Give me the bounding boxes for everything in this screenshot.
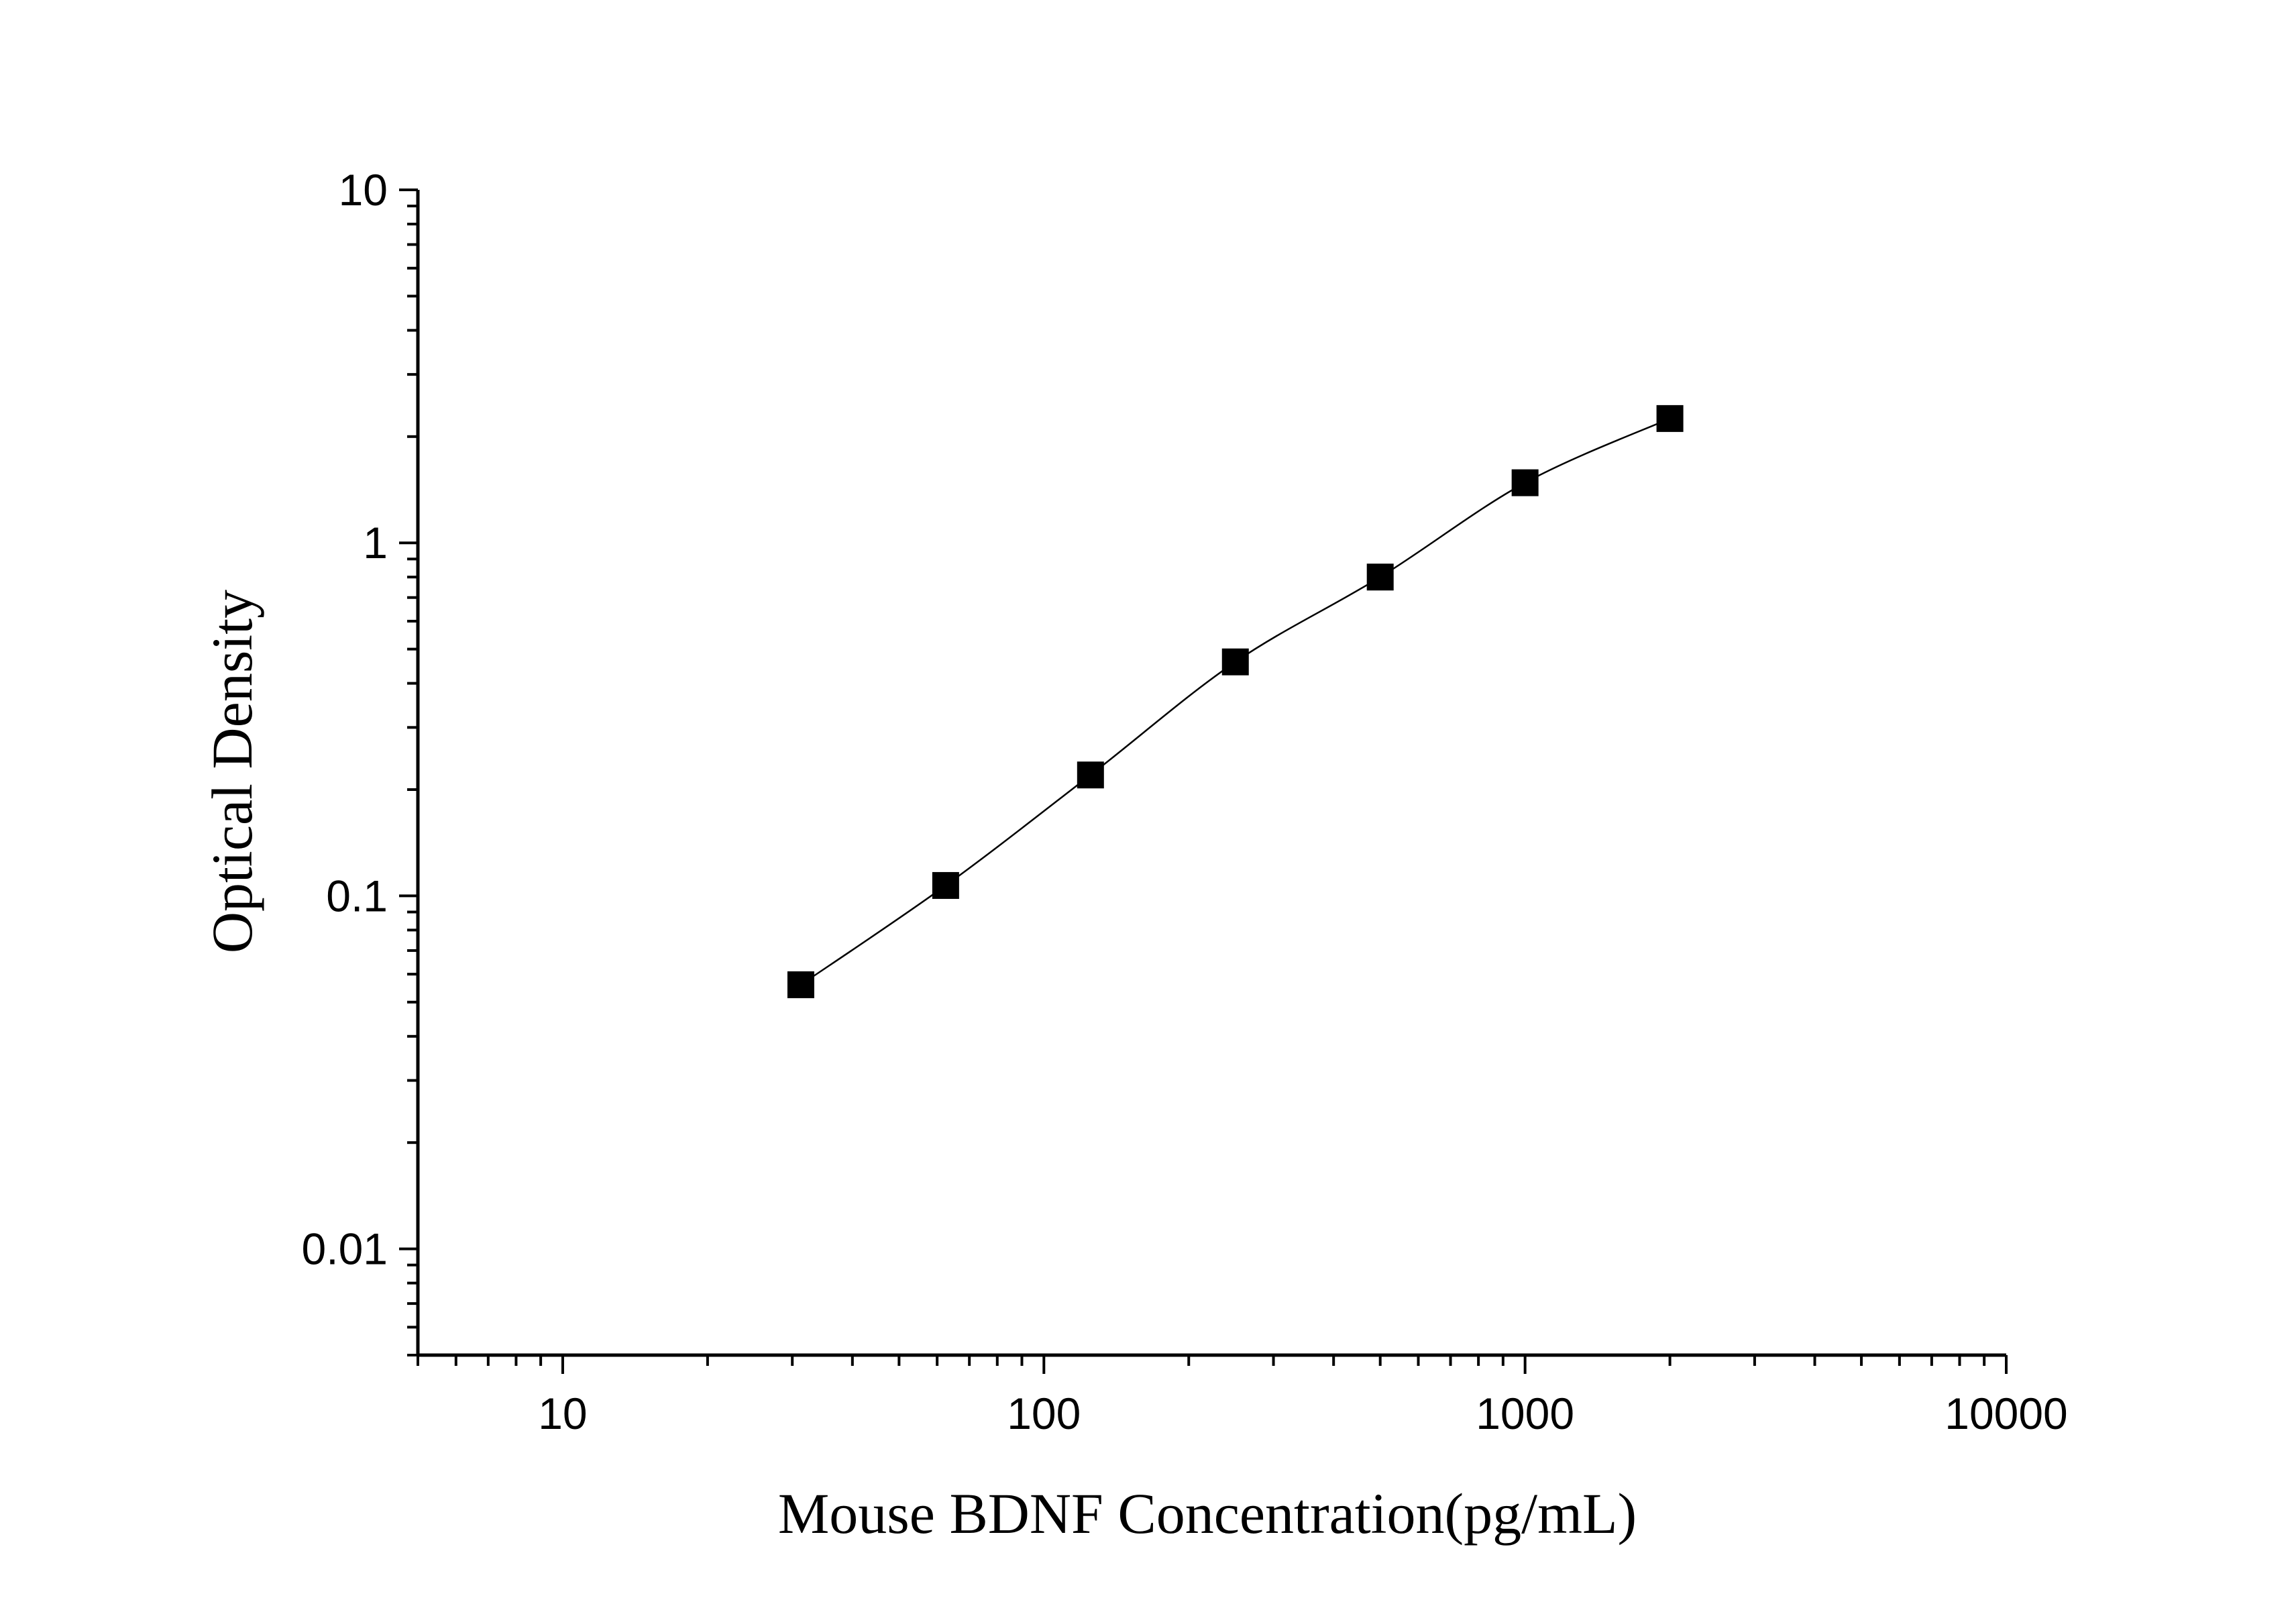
data-point [1077,761,1104,789]
ticks: 10 100 1000 10000 0.01 0.1 1 10 [302,165,2068,1438]
fit-curve [800,417,1671,985]
x-axis-title: Mouse BDNF Concentration(pg/mL) [778,1481,1637,1546]
data-point [1366,564,1394,591]
x-tick-label: 100 [1007,1389,1081,1438]
data-points [787,405,1684,998]
y-tick-label: 1 [363,518,388,568]
data-point [787,971,814,998]
data-point [1511,469,1539,496]
x-tick-label: 10000 [1945,1389,2068,1438]
data-point [1656,405,1684,432]
x-tick-label: 1000 [1476,1389,1574,1438]
y-tick-label: 0.01 [302,1224,388,1274]
data-point [932,871,959,899]
axes [416,190,2006,1357]
data-point [1221,648,1249,676]
y-tick-label: 10 [339,165,388,215]
y-tick-label: 0.1 [326,871,388,920]
y-axis-title: Optical Density [200,590,264,953]
fit-curve-group [800,417,1671,985]
x-tick-label: 10 [538,1389,587,1438]
